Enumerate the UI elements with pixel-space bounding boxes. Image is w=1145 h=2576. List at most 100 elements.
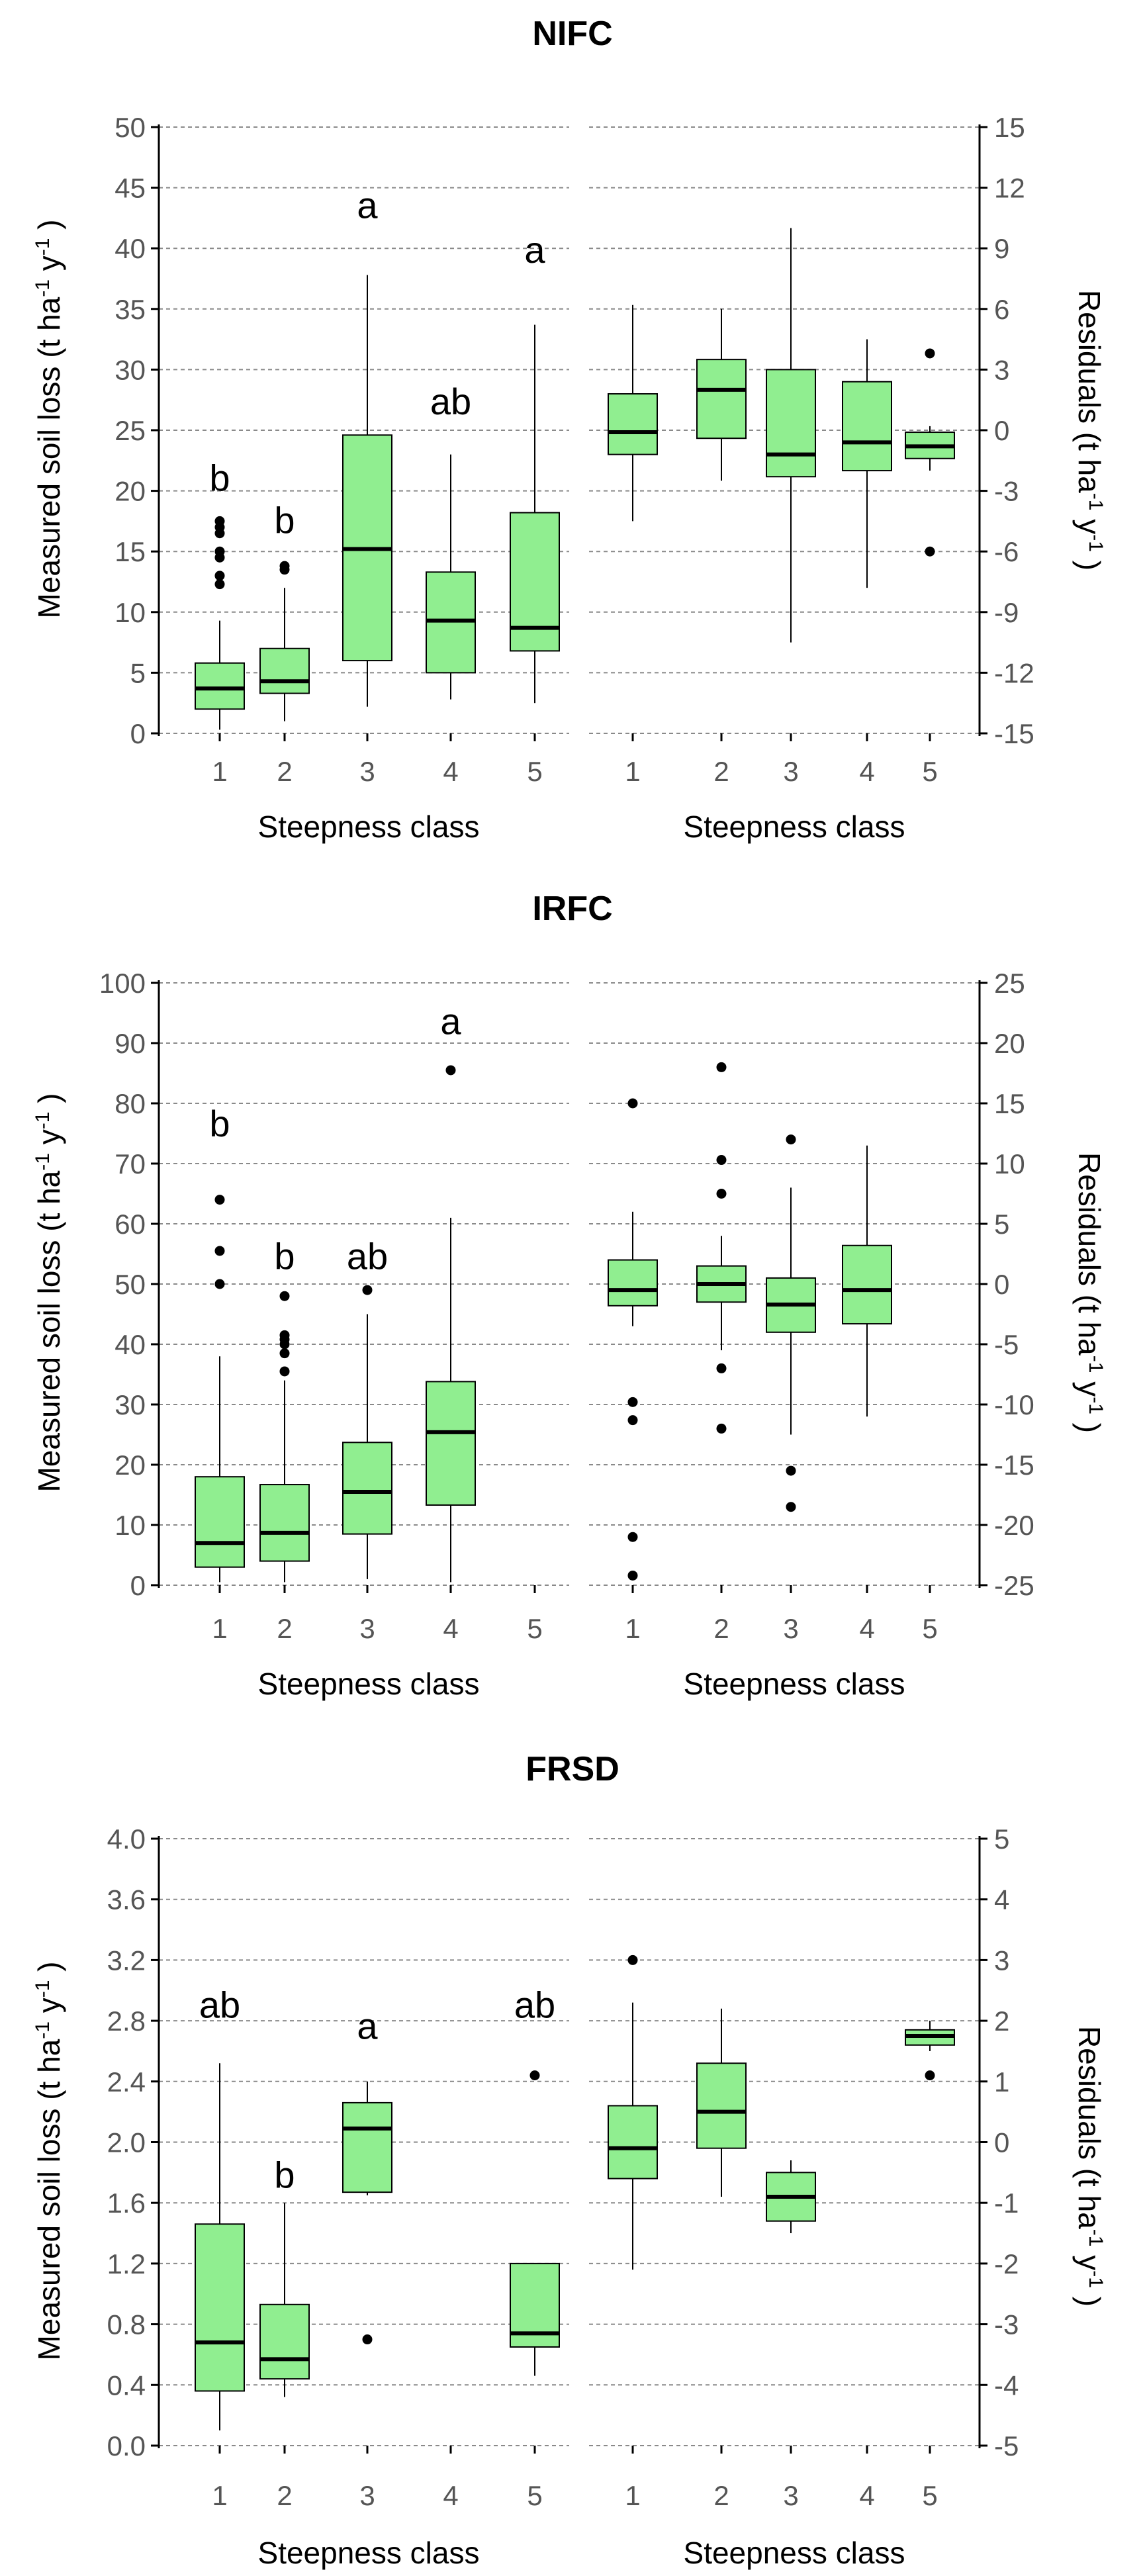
- y-tick-label: 15: [114, 536, 146, 567]
- x-tick-labels: 1 2 3 4 5: [625, 2446, 938, 2511]
- y-tick-label: 35: [114, 294, 146, 325]
- box-class-2: [259, 2203, 310, 2397]
- outlier-point: [786, 1134, 796, 1145]
- box-class-2: [259, 561, 310, 721]
- y-axis-label: Measured soil loss (t ha-1 y-1 ): [32, 1961, 66, 2360]
- box-iqr: [510, 512, 560, 652]
- boxes: [195, 1065, 476, 1583]
- grid-lines: [589, 1836, 987, 2448]
- box-iqr: [342, 1442, 392, 1535]
- box-class-3: [766, 1134, 816, 1512]
- y-tick-label: -4: [994, 2369, 1019, 2401]
- y-tick-label: -15: [994, 1449, 1034, 1481]
- y-tick-label: 3.6: [107, 1884, 146, 1915]
- panel-title: NIFC: [532, 15, 612, 53]
- outlier-point: [279, 1366, 290, 1377]
- y-tick-label: 2: [994, 2005, 1009, 2037]
- y-tick-label: 20: [994, 1028, 1025, 1059]
- y-tick-label: 100: [99, 968, 146, 999]
- y-tick-label: 50: [114, 112, 146, 143]
- x-axis-label: Steepness class: [684, 2536, 905, 2570]
- outlier-point: [627, 1570, 638, 1581]
- outlier-point: [214, 546, 225, 557]
- x-tick-label: 4: [443, 756, 458, 787]
- x-tick-label: 5: [922, 756, 937, 787]
- x-tick-label: 5: [922, 2480, 937, 2511]
- x-tick-label: 1: [212, 1613, 227, 1644]
- box-class-3: [342, 1285, 392, 1579]
- y-axis-label: Measured soil loss (t ha-1 y-1 ): [32, 219, 66, 618]
- box-class-4: [426, 454, 476, 700]
- x-tick-label: 3: [359, 1613, 375, 1644]
- outlier-point: [627, 1955, 638, 1965]
- box-class-5: [510, 2070, 560, 2376]
- x-tick-labels: 1 2 3 4 5: [625, 1585, 938, 1644]
- outlier-point: [279, 1348, 290, 1359]
- outlier-point: [925, 348, 935, 359]
- outlier-point: [627, 1397, 638, 1407]
- y-tick-labels: 0 10 20 30 40 50 60 70 80 90 100: [99, 968, 146, 1601]
- y-tick-label: 40: [114, 1329, 146, 1360]
- outlier-point: [627, 1415, 638, 1426]
- x-tick-label: 4: [859, 756, 874, 787]
- box-class-1: [608, 304, 658, 522]
- x-tick-label: 3: [359, 2480, 375, 2511]
- box-class-1: [195, 1195, 245, 1583]
- x-tick-label: 1: [212, 756, 227, 787]
- y-tick-label: 40: [114, 233, 146, 264]
- x-tick-label: 1: [625, 756, 640, 787]
- y-tick-labels: -25 -20 -15 -10 -5 0 5 10 15 20 25: [994, 968, 1034, 1601]
- y-tick-label: -5: [994, 1329, 1019, 1360]
- box-class-2: [696, 308, 747, 481]
- box-iqr: [426, 1381, 476, 1506]
- x-tick-label: 3: [783, 756, 798, 787]
- y-tick-label: 10: [114, 597, 146, 628]
- box-class-4: [426, 1065, 476, 1583]
- y-tick-labels: -5 -4 -3 -2 -1 0 1 2 3 4 5: [994, 1823, 1019, 2461]
- y-tick-label: 1.2: [107, 2248, 146, 2279]
- y-tick-label: 3: [994, 354, 1009, 385]
- y-axis-label: Measured soil loss (t ha-1 y-1 ): [32, 1093, 66, 1492]
- box-class-5: [510, 324, 560, 704]
- outlier-point: [716, 1189, 727, 1199]
- boxes: [608, 1062, 892, 1581]
- box-iqr: [195, 2223, 245, 2392]
- y-tick-label: -2: [994, 2248, 1019, 2279]
- significance-letter: b: [274, 2154, 295, 2195]
- x-tick-label: 2: [277, 2480, 292, 2511]
- outlier-point: [716, 1363, 727, 1373]
- y-tick-label: -15: [994, 718, 1034, 749]
- y-tick-label: 2.4: [107, 2066, 146, 2097]
- box-iqr: [696, 359, 747, 439]
- y-tick-label: 80: [114, 1088, 146, 1119]
- box-class-4: [842, 1145, 892, 1417]
- x-tick-label: 3: [783, 2480, 798, 2511]
- outlier-point: [716, 1155, 727, 1166]
- significance-letter: b: [274, 1235, 295, 1277]
- grid-lines: [589, 980, 987, 1588]
- x-axis-label: Steepness class: [684, 809, 905, 844]
- x-tick-label: 3: [359, 756, 375, 787]
- x-tick-label: 5: [922, 1613, 937, 1644]
- y-tick-label: 25: [994, 968, 1025, 999]
- x-axis-label: Steepness class: [258, 2536, 480, 2570]
- box-iqr: [696, 2062, 747, 2149]
- significance-letter: a: [357, 2005, 378, 2047]
- y-tick-label: -6: [994, 536, 1019, 567]
- y-tick-label: 30: [114, 1389, 146, 1420]
- x-tick-labels: 1 2 3 4 5: [212, 1585, 543, 1644]
- significance-letter: a: [440, 1000, 461, 1042]
- y-tick-label: 0: [994, 1269, 1009, 1300]
- outlier-point: [279, 561, 290, 571]
- box-iqr: [342, 2101, 392, 2193]
- box-class-3: [766, 228, 816, 643]
- x-tick-label: 4: [859, 2480, 874, 2511]
- outlier-point: [529, 2070, 540, 2081]
- y-tick-label: 70: [114, 1148, 146, 1179]
- box-class-5: [905, 348, 955, 557]
- y-tick-label: 30: [114, 354, 146, 385]
- y-tick-label: -25: [994, 1570, 1034, 1601]
- x-tick-label: 1: [625, 1613, 640, 1644]
